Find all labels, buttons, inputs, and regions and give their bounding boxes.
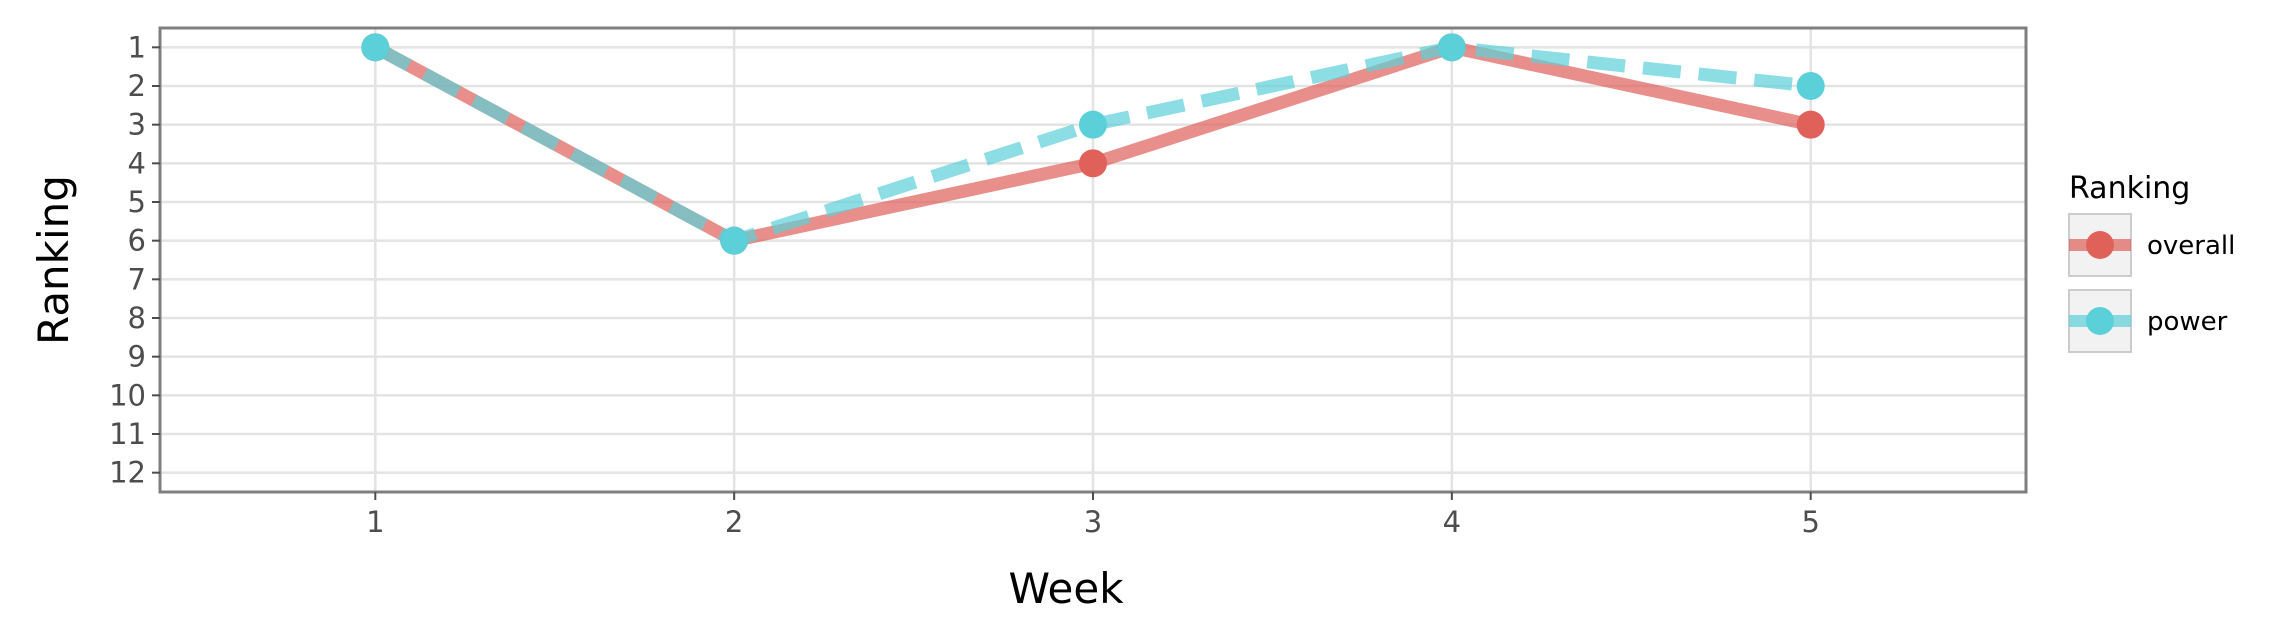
y-tick-label: 11: [109, 417, 146, 451]
series-lines: [361, 33, 1825, 255]
legend: Ranking overall power: [2068, 171, 2235, 353]
y-tick-label: 8: [128, 301, 146, 335]
x-tick-label: 2: [725, 505, 743, 539]
legend-key-point: [2086, 307, 2114, 335]
legend-label: power: [2147, 307, 2228, 337]
legend-key-point: [2086, 231, 2114, 259]
x-axis-ticks: 1 2 3 4 5: [366, 492, 1820, 539]
series-point-power: [1796, 72, 1825, 100]
x-tick-label: 5: [1801, 505, 1819, 539]
series-point-power: [361, 33, 390, 62]
legend-item-power: power: [2068, 289, 2228, 353]
series-point-power: [1079, 110, 1107, 139]
x-tick-label: 4: [1443, 505, 1461, 539]
x-tick-label: 3: [1084, 505, 1102, 539]
legend-item-overall: overall: [2068, 213, 2235, 277]
legend-title: Ranking: [2069, 171, 2190, 206]
y-tick-label: 1: [128, 30, 146, 64]
series-point-overall: [1079, 149, 1107, 178]
y-tick-label: 4: [128, 146, 146, 180]
y-tick-label: 5: [128, 185, 146, 219]
x-axis-title: Week: [1008, 564, 1124, 613]
legend-label: overall: [2147, 231, 2235, 261]
legend-items: overall power: [2068, 213, 2235, 353]
series-point-power: [720, 226, 749, 255]
y-tick-label: 2: [128, 69, 146, 103]
y-tick-label: 12: [109, 456, 146, 490]
y-tick-label: 10: [109, 378, 146, 412]
x-tick-label: 1: [366, 505, 384, 539]
series-point-power: [1437, 33, 1466, 62]
y-tick-label: 3: [128, 108, 146, 142]
y-axis-title: Ranking: [29, 175, 78, 345]
y-tick-label: 7: [128, 262, 146, 296]
series-point-overall: [1796, 110, 1825, 139]
y-tick-label: 9: [128, 340, 146, 374]
y-tick-label: 6: [128, 224, 146, 258]
